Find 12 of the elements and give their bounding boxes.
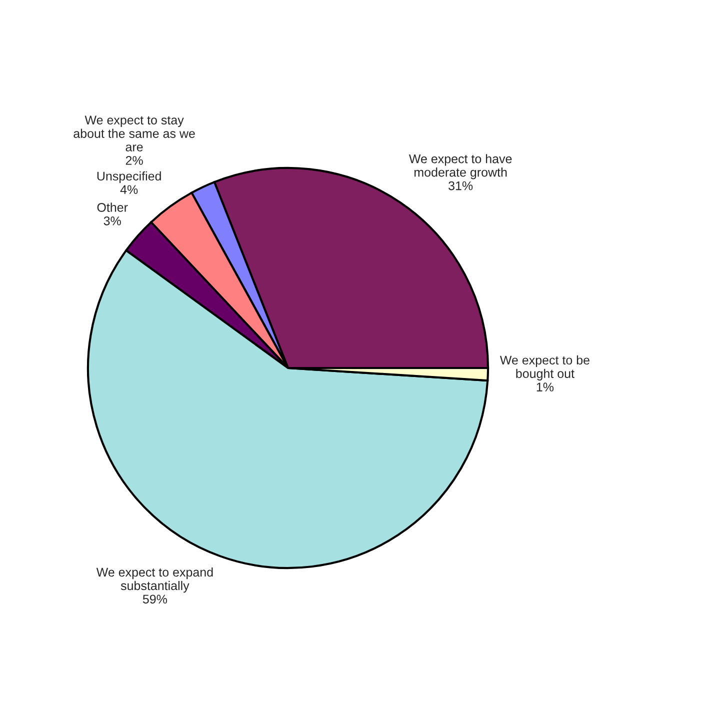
data-label: 59%	[142, 594, 168, 604]
data-label: 31%	[448, 181, 473, 190]
data-label: 4%	[120, 185, 138, 194]
slice-label: Other	[97, 202, 128, 212]
data-label: 1%	[536, 382, 554, 392]
slice-label: We expect to expand substantially	[96, 567, 213, 593]
slice-label: We expect to have moderate growth	[408, 154, 512, 180]
data-label: 2%	[126, 156, 143, 165]
slice-label: We expect to stay about the same as we are	[74, 116, 195, 152]
slice-label: Unspecified	[97, 171, 161, 184]
slice-label: We expect to be bought out	[500, 355, 590, 380]
data-label: 3%	[104, 216, 121, 226]
